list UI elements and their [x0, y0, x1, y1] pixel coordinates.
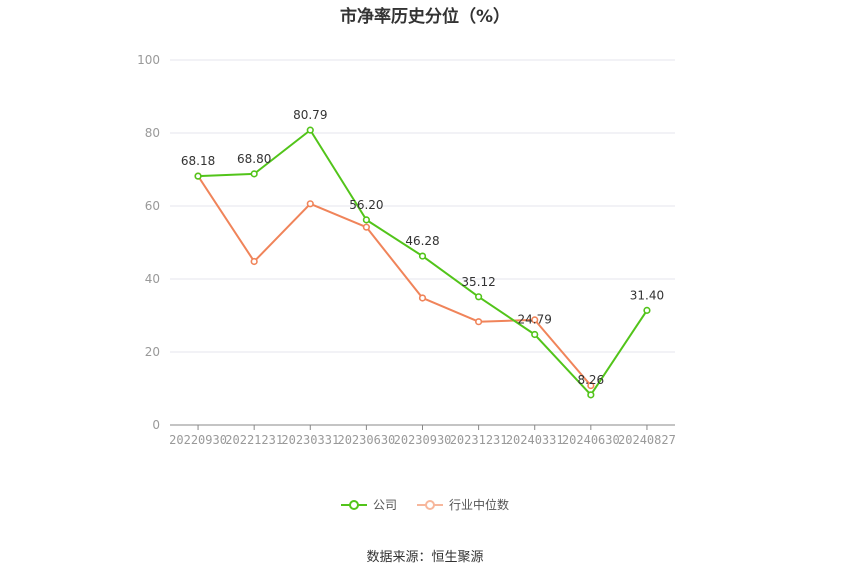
x-tick-label: 20220930	[169, 433, 227, 447]
data-point-company	[418, 252, 427, 260]
data-label: 35.12	[461, 275, 495, 289]
legend-item-company[interactable]: 公司	[340, 496, 397, 513]
legend-industry-icon	[417, 499, 443, 510]
legend-company-icon	[340, 499, 367, 510]
data-point-company	[306, 126, 314, 134]
series-line-industry	[197, 175, 592, 387]
data-label: 56.20	[349, 198, 383, 212]
y-tick-label: 60	[145, 199, 160, 213]
data-label: 8.26	[577, 373, 604, 387]
legend-item-industry[interactable]: 行业中位数	[417, 496, 509, 513]
y-tick-label: 80	[145, 126, 160, 140]
x-tick-label: 20230331	[281, 433, 339, 447]
x-tick-label: 20240630	[562, 433, 620, 447]
data-point-company	[475, 293, 483, 301]
data-point-industry	[475, 318, 483, 326]
data-point-industry	[306, 200, 314, 208]
data-label: 68.18	[181, 154, 215, 168]
y-tick-label: 20	[145, 345, 160, 359]
y-tick-label: 100	[137, 53, 160, 67]
x-tick-label: 20240827	[618, 433, 676, 447]
data-label: 80.79	[293, 108, 327, 122]
data-point-industry	[418, 294, 427, 302]
data-point-industry	[250, 257, 258, 266]
series-line-company	[198, 129, 648, 396]
data-point-company	[643, 306, 651, 314]
y-axis-ticks: 0 20 40 60 80 100	[137, 53, 160, 432]
x-tick-label: 20231231	[450, 433, 508, 447]
y-tick-label: 40	[145, 272, 160, 286]
data-point-industry	[587, 381, 595, 390]
x-tick-label: 20230930	[394, 433, 452, 447]
data-source: 数据来源：恒生聚源	[366, 550, 484, 565]
series-group	[194, 126, 651, 399]
data-label: 46.28	[405, 234, 439, 248]
data-labels: 68.18 68.80 80.79 56.20 46.28 35.12 24.79 8.26 3…	[181, 108, 664, 387]
chart-title: 市净率历史分位（%）	[339, 7, 511, 27]
data-label: 31.40	[630, 288, 664, 302]
x-tick-label: 20221231	[225, 433, 283, 447]
x-tick-label: 20240331	[506, 433, 564, 447]
legend-industry-label: 行业中位数	[449, 498, 510, 512]
data-point-company	[362, 216, 370, 224]
data-point-company	[531, 330, 539, 339]
data-label: 68.80	[237, 152, 271, 166]
data-point-industry	[531, 316, 539, 324]
x-tick-label: 20230630	[337, 433, 395, 447]
grid-lines	[170, 59, 675, 353]
data-point-industry	[362, 223, 370, 231]
data-point-company	[250, 170, 258, 178]
y-tick-label: 0	[152, 418, 160, 432]
data-point-company	[194, 172, 202, 180]
legend-company-label: 公司	[372, 498, 397, 512]
x-axis: 2022093020221231202303312023063020230930…	[169, 424, 676, 447]
data-point-company	[587, 391, 595, 399]
legend: 公司 行业中位数	[0, 496, 850, 513]
data-label: 24.79	[518, 313, 552, 327]
